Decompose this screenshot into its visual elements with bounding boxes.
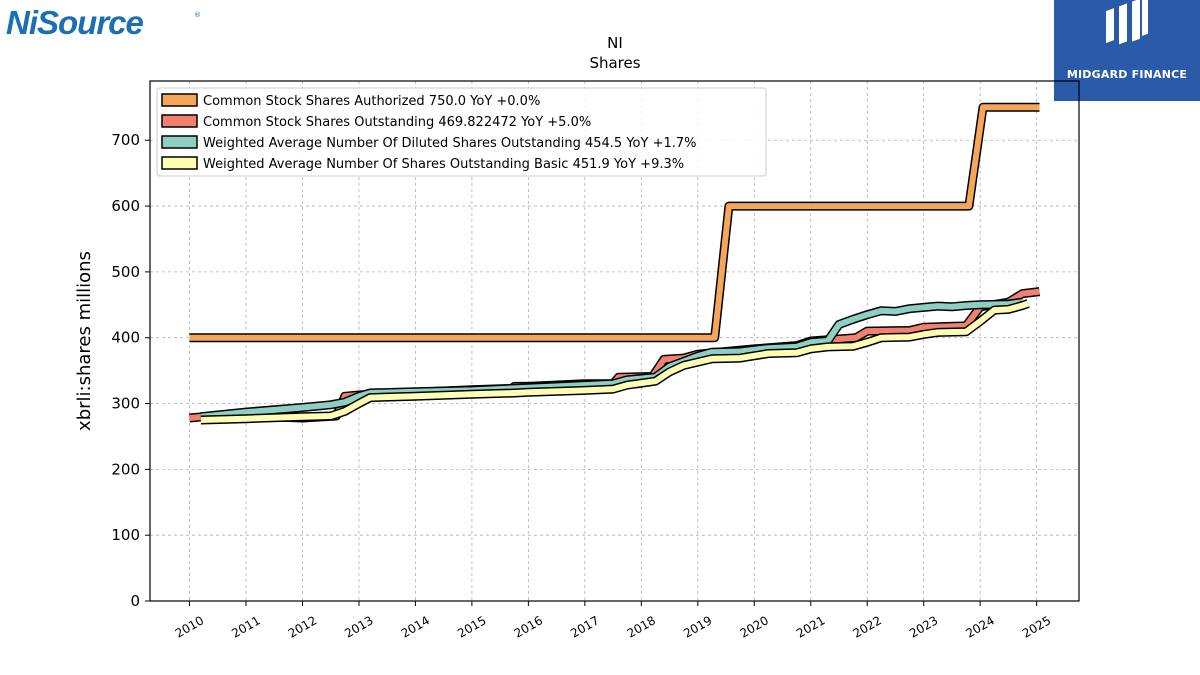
x-tick-label: 2021 [794,613,827,640]
x-tick-label: 2017 [568,613,601,640]
x-tick-label: 2022 [850,613,883,640]
legend-swatch [161,93,198,107]
chart-subtitle: Shares [589,54,640,72]
x-tick-label: 2018 [625,613,658,640]
x-tick-label: 2010 [173,613,206,640]
midgard-finance-logo: MIDGARD FINANCE [1054,0,1200,101]
x-tick-label: 2014 [399,613,432,640]
x-tick-label: 2019 [681,613,714,640]
series-line-common-stock-shares-authorized [189,104,1040,341]
x-tick-label: 2011 [229,613,262,640]
x-tick-label: 2013 [342,613,375,640]
midgard-finance-emblem-icon [1106,0,1148,45]
legend-box [156,87,767,177]
legend-swatch [161,114,198,128]
y-tick-label: 600 [111,197,140,215]
x-tick-label: 2024 [963,613,996,640]
y-tick-label: 200 [111,460,140,478]
legend-entry: Common Stock Shares Outstanding 469.8224… [203,115,591,130]
legend: Common Stock Shares Authorized 750.0 YoY… [156,87,767,177]
x-tick-label: 2015 [455,613,488,640]
y-tick-label: 400 [111,329,140,347]
y-axis-label: xbrli:shares millions [74,251,95,431]
series-lines [189,102,1041,425]
plot-frame [149,80,1080,602]
x-tick-label: 2023 [907,613,940,640]
y-tick-label: 100 [111,526,140,544]
nisource-logo-text: NiSource [6,4,144,41]
x-tick-label: 2025 [1020,613,1053,640]
legend-entry: Weighted Average Number Of Shares Outsta… [203,157,684,172]
legend-entry: Common Stock Shares Authorized 750.0 YoY… [203,94,540,109]
legend-swatch [161,156,198,170]
y-tick-label: 700 [111,131,140,149]
x-tick-label: 2016 [512,613,545,640]
series-outline-weighted-average-number-of-diluted-shares-outstanding [200,297,1024,422]
y-tick-label: 500 [111,263,140,281]
registered-mark: ® [194,11,201,19]
legend-swatch [161,135,198,149]
chart-title: NI [607,34,623,52]
midgard-finance-text: MIDGARD FINANCE [1066,68,1188,81]
series-line-weighted-average-number-of-diluted-shares-outstanding [200,299,1023,420]
y-tick-label: 300 [111,395,140,413]
nisource-logo: NiSource ® [6,4,206,44]
legend-entry: Weighted Average Number Of Diluted Share… [203,136,697,151]
x-tick-label: 2020 [738,613,771,640]
x-tick-label: 2012 [286,613,319,640]
y-tick-label: 0 [130,592,140,610]
series-line-weighted-average-number-of-shares-outstanding-basic [200,300,1030,423]
